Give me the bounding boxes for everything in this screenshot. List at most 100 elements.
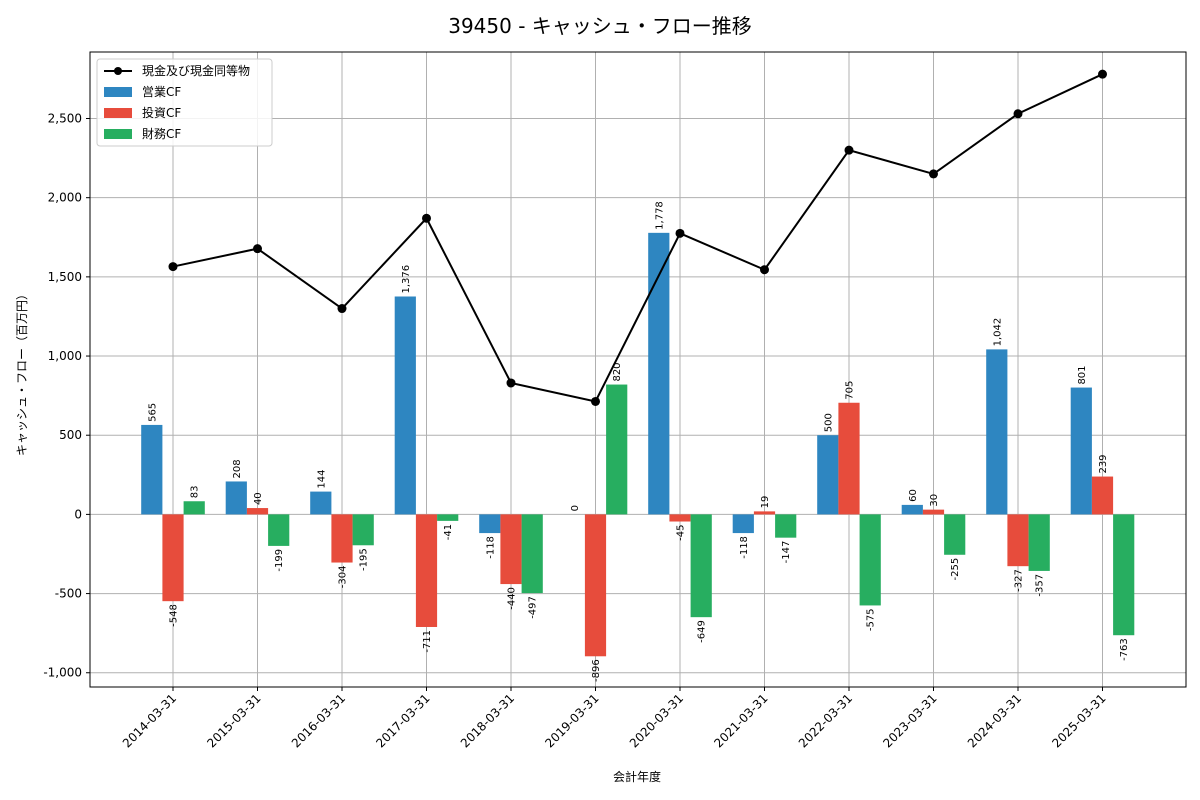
legend-label: 投資CF	[142, 105, 181, 120]
bar-value-label: 83	[190, 486, 201, 499]
bar	[331, 514, 353, 563]
bar	[225, 481, 247, 515]
y-tick-label: -500	[55, 587, 82, 601]
y-tick-label: 500	[59, 428, 82, 442]
bar-value-label: -327	[1014, 569, 1025, 592]
bar	[500, 514, 522, 585]
bar-value-label: 144	[316, 469, 327, 488]
bar	[310, 491, 332, 515]
x-tick-label: 2018-03-31	[458, 691, 517, 750]
bar	[690, 514, 712, 618]
x-tick-label: 2019-03-31	[542, 691, 601, 750]
bar-value-label: 40	[253, 492, 264, 505]
bar	[1091, 476, 1114, 515]
x-tick-label: 2016-03-31	[289, 691, 348, 750]
legend-bar-swatch	[104, 108, 132, 118]
y-tick-label: 2,500	[48, 112, 82, 126]
plot-frame	[89, 51, 1187, 688]
x-tick-label: 2025-03-31	[1049, 691, 1108, 750]
x-tick-label: 2017-03-31	[373, 691, 432, 750]
bar	[268, 514, 290, 546]
cash-line-point	[253, 244, 262, 254]
bar	[922, 509, 945, 515]
bar-value-label: -896	[591, 659, 602, 682]
y-axis-label: キャッシュ・フロー（百万円）	[15, 288, 29, 456]
x-tick-label: 2021-03-31	[711, 691, 770, 750]
bar	[1007, 514, 1029, 567]
bar-value-label: 19	[760, 496, 771, 509]
bar-labels: 565 208 144 1,376 -118 0 1,778 -118 500 60 1,042 80…	[147, 201, 1130, 682]
bar-value-label: -711	[422, 630, 433, 653]
cash-line-point	[337, 304, 347, 314]
legend-label: 営業CF	[142, 85, 181, 99]
bar-value-label: -497	[528, 596, 539, 619]
x-tick-label: 2023-03-31	[880, 691, 939, 750]
bar-value-label: -195	[359, 548, 370, 571]
bar-value-label: -763	[1119, 638, 1130, 661]
cash-line-point	[168, 262, 178, 272]
bar	[901, 504, 923, 515]
bar-value-label: -45	[676, 525, 687, 541]
cash-line-point	[591, 396, 600, 406]
bar	[162, 514, 184, 602]
cash-line-point	[675, 228, 685, 238]
cash-line-point	[760, 265, 769, 275]
bars	[141, 232, 1135, 657]
cash-line-point	[929, 169, 938, 179]
bar-value-label: 705	[845, 381, 856, 400]
legend-bar-swatch	[104, 129, 132, 139]
bar-value-label: -304	[338, 566, 349, 589]
bar	[394, 296, 416, 515]
legend-bar-swatch	[104, 87, 132, 97]
y-tick-label: 1,500	[48, 270, 82, 284]
bar	[584, 514, 607, 657]
legend-label: 財務CF	[142, 126, 181, 141]
bar	[669, 514, 691, 522]
y-tick-label: 2,000	[48, 191, 82, 205]
bar	[1070, 387, 1092, 515]
cash-line-point	[506, 378, 516, 388]
legend-line-marker	[114, 67, 122, 75]
x-tick-label: 2015-03-31	[204, 691, 263, 750]
y-tick-label: 1,000	[48, 349, 82, 363]
x-axis-label: 会計年度	[613, 769, 661, 784]
bar-value-label: 239	[1098, 454, 1109, 473]
cash-line-point	[422, 213, 431, 223]
bar-value-label: -118	[485, 536, 496, 559]
bar-value-label: 565	[147, 403, 158, 422]
x-axis-ticks: 2014-03-31 2015-03-31 2016-03-31 2017-03-31…	[120, 687, 1109, 750]
x-tick-label: 2020-03-31	[627, 691, 686, 750]
chart-title: 39450 - キャッシュ・フロー推移	[448, 14, 752, 38]
bar-value-label: 820	[612, 362, 623, 381]
bar	[1113, 514, 1135, 636]
bar	[732, 514, 754, 534]
bar-value-label: -199	[274, 549, 285, 572]
bar	[521, 514, 543, 594]
bar-value-label: -118	[739, 536, 750, 559]
bar	[606, 384, 628, 515]
bar	[1028, 514, 1050, 571]
bar-value-label: -357	[1035, 574, 1046, 597]
cash-line-point	[844, 145, 854, 155]
legend-label: 現金及び現金同等物	[142, 63, 250, 78]
x-tick-label: 2022-03-31	[796, 691, 855, 750]
bar	[838, 402, 860, 515]
bar	[859, 514, 881, 606]
y-tick-label: 0	[74, 507, 82, 521]
bar-value-label: 208	[232, 459, 243, 478]
bar-value-label: 30	[929, 494, 940, 507]
bar-value-label: -548	[169, 604, 180, 627]
bar-value-label: 500	[823, 413, 834, 432]
bar	[352, 514, 374, 546]
bar	[183, 501, 205, 515]
bar	[817, 435, 839, 515]
bar-value-label: -440	[507, 587, 518, 610]
bar-value-label: -575	[866, 608, 877, 631]
bar	[986, 349, 1008, 515]
bar-value-label: 1,376	[401, 265, 412, 294]
bar-value-label: 0	[570, 505, 581, 511]
bar-value-label: 60	[908, 489, 919, 502]
bar	[437, 514, 459, 521]
